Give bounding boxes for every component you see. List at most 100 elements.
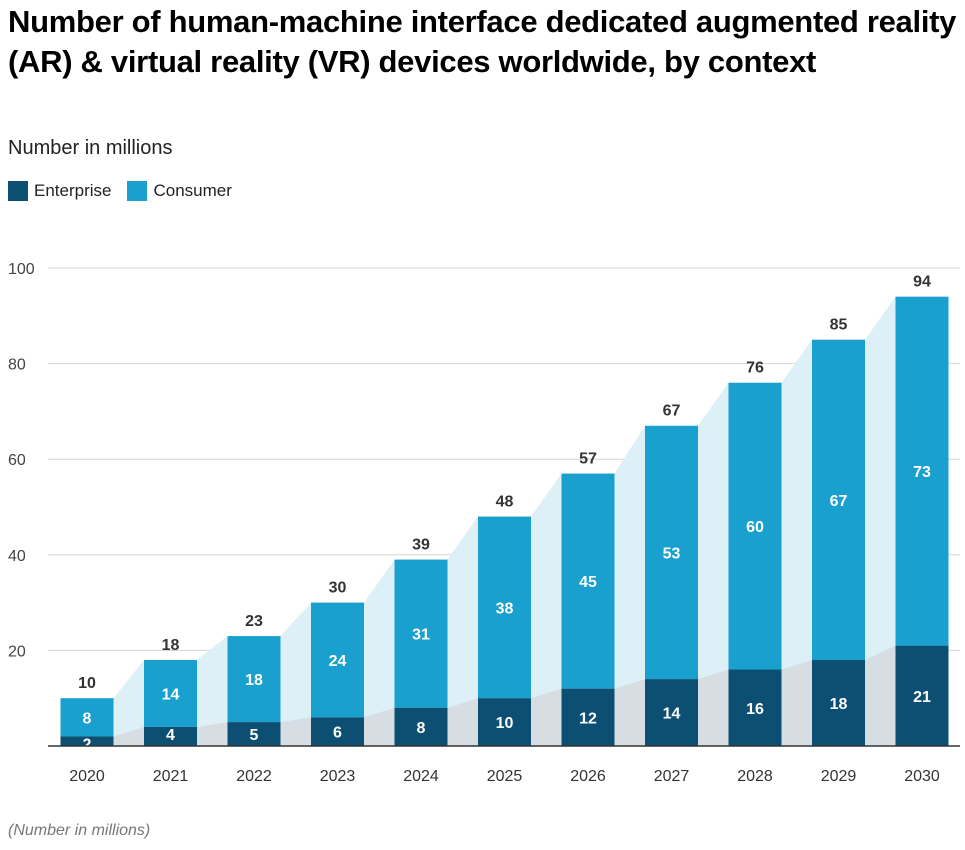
data-label-consumer: 53: [663, 545, 681, 562]
bar-enterprise: [895, 645, 949, 746]
bar-enterprise: [812, 659, 865, 746]
x-tick-label: 2020: [69, 768, 105, 785]
bar-consumer: [227, 636, 281, 723]
consumer-connector-band: [781, 339, 812, 746]
data-label-total: 23: [245, 613, 263, 630]
data-label-enterprise: 4: [166, 727, 175, 744]
y-tick-label: 40: [8, 548, 26, 565]
x-tick-label: 2026: [570, 768, 606, 785]
x-tick-label: 2022: [236, 768, 272, 785]
bar-enterprise: [728, 669, 782, 746]
data-label-consumer: 14: [162, 686, 180, 703]
data-label-total: 18: [162, 637, 180, 654]
data-label-enterprise: 2: [83, 736, 92, 753]
legend-label: Enterprise: [34, 181, 112, 200]
enterprise-connector-band: [865, 645, 896, 746]
enterprise-connector-band: [781, 659, 812, 746]
data-label-enterprise: 8: [417, 720, 426, 737]
data-label-consumer: 24: [329, 653, 347, 670]
bar-consumer: [728, 382, 782, 670]
x-tick-label: 2025: [487, 768, 523, 785]
consumer-connector-band: [614, 425, 645, 746]
consumer-connector-band: [364, 559, 395, 746]
enterprise-connector-band: [280, 717, 311, 746]
data-label-total: 85: [830, 317, 848, 334]
enterprise-connector-band: [614, 679, 645, 746]
chart-subtitle: Number in millions: [8, 137, 173, 159]
data-label-consumer: 31: [412, 627, 430, 644]
bar-enterprise: [561, 688, 615, 746]
x-tick-label: 2023: [320, 768, 356, 785]
data-label-consumer: 8: [83, 710, 92, 727]
bar-consumer: [478, 516, 531, 699]
consumer-connector-band: [280, 602, 311, 746]
consumer-connector-band: [447, 516, 478, 746]
x-tick-label: 2029: [821, 768, 857, 785]
data-label-enterprise: 5: [250, 727, 259, 744]
consumer-connector-band: [865, 296, 896, 746]
enterprise-connector-band: [197, 722, 228, 746]
data-label-consumer: 67: [830, 493, 848, 510]
y-tick-label: 80: [8, 357, 26, 374]
data-label-enterprise: 12: [579, 710, 597, 727]
bar-enterprise: [645, 679, 698, 746]
bar-consumer: [895, 296, 949, 646]
x-tick-label: 2030: [904, 768, 940, 785]
bar-consumer: [144, 659, 197, 727]
data-label-enterprise: 14: [663, 706, 681, 723]
data-label-total: 30: [329, 580, 347, 597]
bar-enterprise: [311, 717, 364, 746]
y-tick-label: 60: [8, 452, 26, 469]
x-tick-label: 2027: [654, 768, 690, 785]
consumer-connector-band: [531, 473, 562, 746]
enterprise-connector-band: [113, 726, 144, 746]
legend-item-consumer[interactable]: Consumer: [127, 181, 232, 201]
legend-swatch-enterprise: [8, 181, 28, 201]
x-tick-label: 2028: [737, 768, 773, 785]
data-label-total: 48: [496, 494, 514, 511]
legend-label: Consumer: [153, 181, 232, 200]
chart-title: Number of human-machine interface dedica…: [8, 4, 957, 79]
data-label-consumer: 60: [746, 519, 764, 536]
data-label-total: 67: [663, 403, 681, 420]
legend: Enterprise Consumer: [8, 181, 232, 201]
data-label-total: 94: [913, 274, 931, 291]
legend-item-enterprise[interactable]: Enterprise: [8, 181, 111, 201]
bar-consumer: [394, 559, 448, 708]
bar-enterprise: [60, 736, 114, 746]
bar-consumer: [60, 698, 114, 737]
bar-enterprise: [478, 698, 531, 746]
data-label-enterprise: 10: [496, 715, 514, 732]
data-label-total: 57: [579, 451, 597, 468]
enterprise-connector-band: [531, 688, 562, 746]
data-label-consumer: 73: [913, 464, 931, 481]
y-tick-label: 20: [8, 643, 26, 660]
data-label-enterprise: 16: [746, 701, 764, 718]
bar-consumer: [561, 473, 615, 689]
x-tick-label: 2024: [403, 768, 439, 785]
bar-consumer: [645, 425, 698, 680]
data-label-consumer: 45: [579, 574, 597, 591]
consumer-connector-band: [698, 382, 729, 746]
consumer-connector-band: [197, 636, 228, 746]
bar-enterprise: [394, 707, 448, 746]
data-label-enterprise: 21: [913, 689, 931, 706]
bar-enterprise: [144, 726, 197, 746]
x-tick-label: 2021: [153, 768, 189, 785]
bar-enterprise: [227, 722, 281, 746]
bar-consumer: [812, 339, 865, 660]
data-label-enterprise: 18: [830, 696, 848, 713]
legend-swatch-consumer: [127, 181, 148, 201]
data-label-consumer: 18: [245, 672, 263, 689]
footer-note: (Number in millions): [8, 822, 151, 839]
enterprise-connector-band: [447, 698, 478, 746]
data-label-consumer: 38: [496, 600, 514, 617]
data-label-total: 39: [412, 537, 430, 554]
enterprise-connector-band: [364, 707, 395, 746]
data-label-enterprise: 6: [333, 725, 342, 742]
enterprise-connector-band: [698, 669, 729, 746]
data-label-total: 76: [746, 360, 764, 377]
consumer-connector-band: [113, 659, 144, 746]
data-label-total: 10: [78, 675, 96, 692]
